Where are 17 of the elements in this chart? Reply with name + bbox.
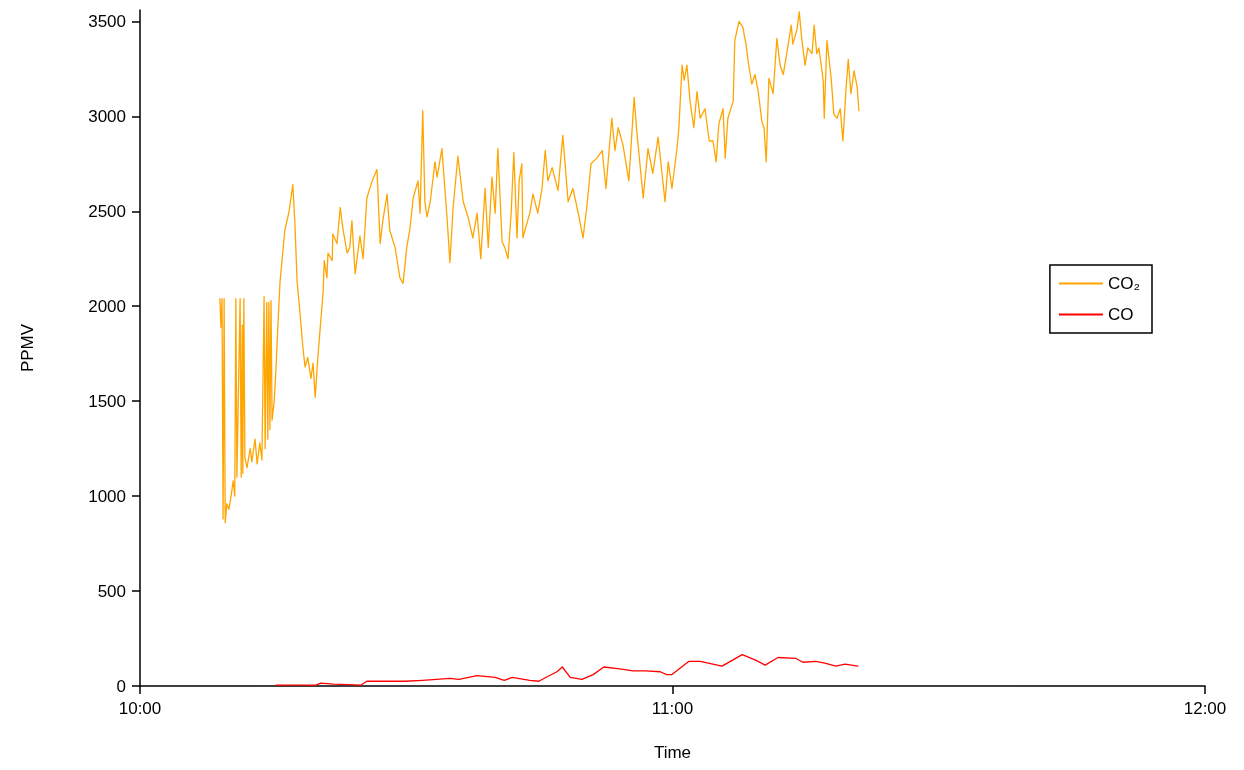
legend-label: CO₂: [1107, 274, 1141, 293]
x-axis-title: Time: [653, 743, 692, 762]
y-tick-label: 1000: [88, 486, 126, 506]
x-tick-label: 10:00: [118, 699, 162, 718]
line-series: [219, 11, 860, 524]
x-tick-label: 11:00: [651, 699, 694, 718]
y-axis-title: PPMV: [18, 323, 37, 373]
y-tick-label: 3500: [88, 11, 126, 31]
y-tick-label: 0: [116, 676, 126, 696]
y-tick-label: 2000: [88, 296, 126, 316]
line-series: [275, 654, 859, 686]
x-tick-label: 12:00: [1183, 699, 1227, 718]
legend-label: CO: [1107, 305, 1134, 324]
y-tick-label: 3000: [88, 106, 126, 126]
y-tick-label: 2500: [88, 201, 126, 221]
y-tick-label: 500: [97, 581, 126, 601]
y-tick-label: 1500: [88, 391, 126, 411]
